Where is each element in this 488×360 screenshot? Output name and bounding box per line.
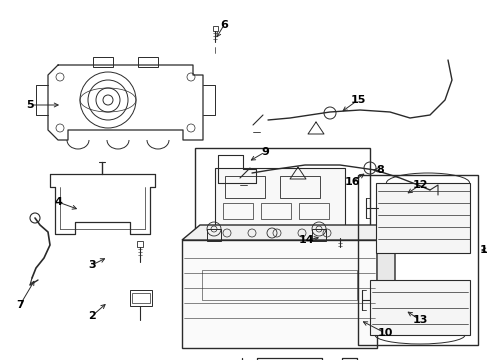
Bar (215, 168, 345, 293)
Circle shape (330, 279, 335, 284)
Bar (311, 229, 325, 241)
Bar (93, 57, 113, 67)
Bar (261, 225, 290, 241)
Text: 14: 14 (299, 235, 314, 245)
Bar (261, 247, 290, 263)
Bar (337, 233, 342, 238)
Text: 11: 11 (478, 245, 488, 255)
Bar (261, 269, 290, 285)
Text: 12: 12 (411, 180, 427, 190)
Bar (369, 280, 469, 335)
Bar (223, 203, 252, 219)
Polygon shape (182, 225, 394, 240)
Bar (223, 247, 252, 263)
Bar (223, 269, 252, 285)
Bar (298, 203, 328, 219)
Bar (206, 229, 221, 241)
Bar (212, 26, 217, 31)
Text: 7: 7 (16, 300, 24, 310)
Bar (182, 240, 376, 348)
Text: 10: 10 (377, 328, 392, 338)
Bar (261, 203, 290, 219)
Text: 15: 15 (349, 95, 365, 105)
Text: 6: 6 (220, 20, 227, 30)
Bar (195, 148, 369, 303)
Bar (224, 176, 264, 198)
Text: 13: 13 (411, 315, 427, 325)
Text: 8: 8 (375, 165, 383, 175)
Bar (132, 293, 150, 303)
Bar (137, 241, 142, 247)
Bar (130, 290, 152, 306)
Bar (298, 225, 328, 241)
Bar (375, 183, 469, 253)
Text: 2: 2 (88, 311, 96, 321)
Text: 5: 5 (26, 100, 34, 110)
Bar (298, 247, 328, 263)
Text: 9: 9 (261, 147, 268, 157)
Text: 16: 16 (344, 177, 359, 187)
Bar (357, 175, 477, 345)
Text: 4: 4 (54, 197, 62, 207)
Bar (202, 270, 356, 300)
Polygon shape (376, 225, 394, 333)
Bar (298, 269, 328, 285)
Bar (223, 225, 252, 241)
Bar (280, 176, 319, 198)
Bar (138, 57, 158, 67)
Text: 3: 3 (88, 260, 96, 270)
